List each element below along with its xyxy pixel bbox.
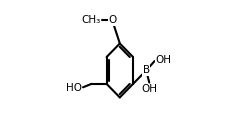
Text: HO: HO: [66, 83, 82, 93]
Text: OH: OH: [156, 55, 172, 65]
Text: CH₃: CH₃: [82, 15, 101, 25]
Text: OH: OH: [142, 84, 158, 94]
Text: O: O: [108, 15, 116, 25]
Text: B: B: [143, 65, 150, 75]
